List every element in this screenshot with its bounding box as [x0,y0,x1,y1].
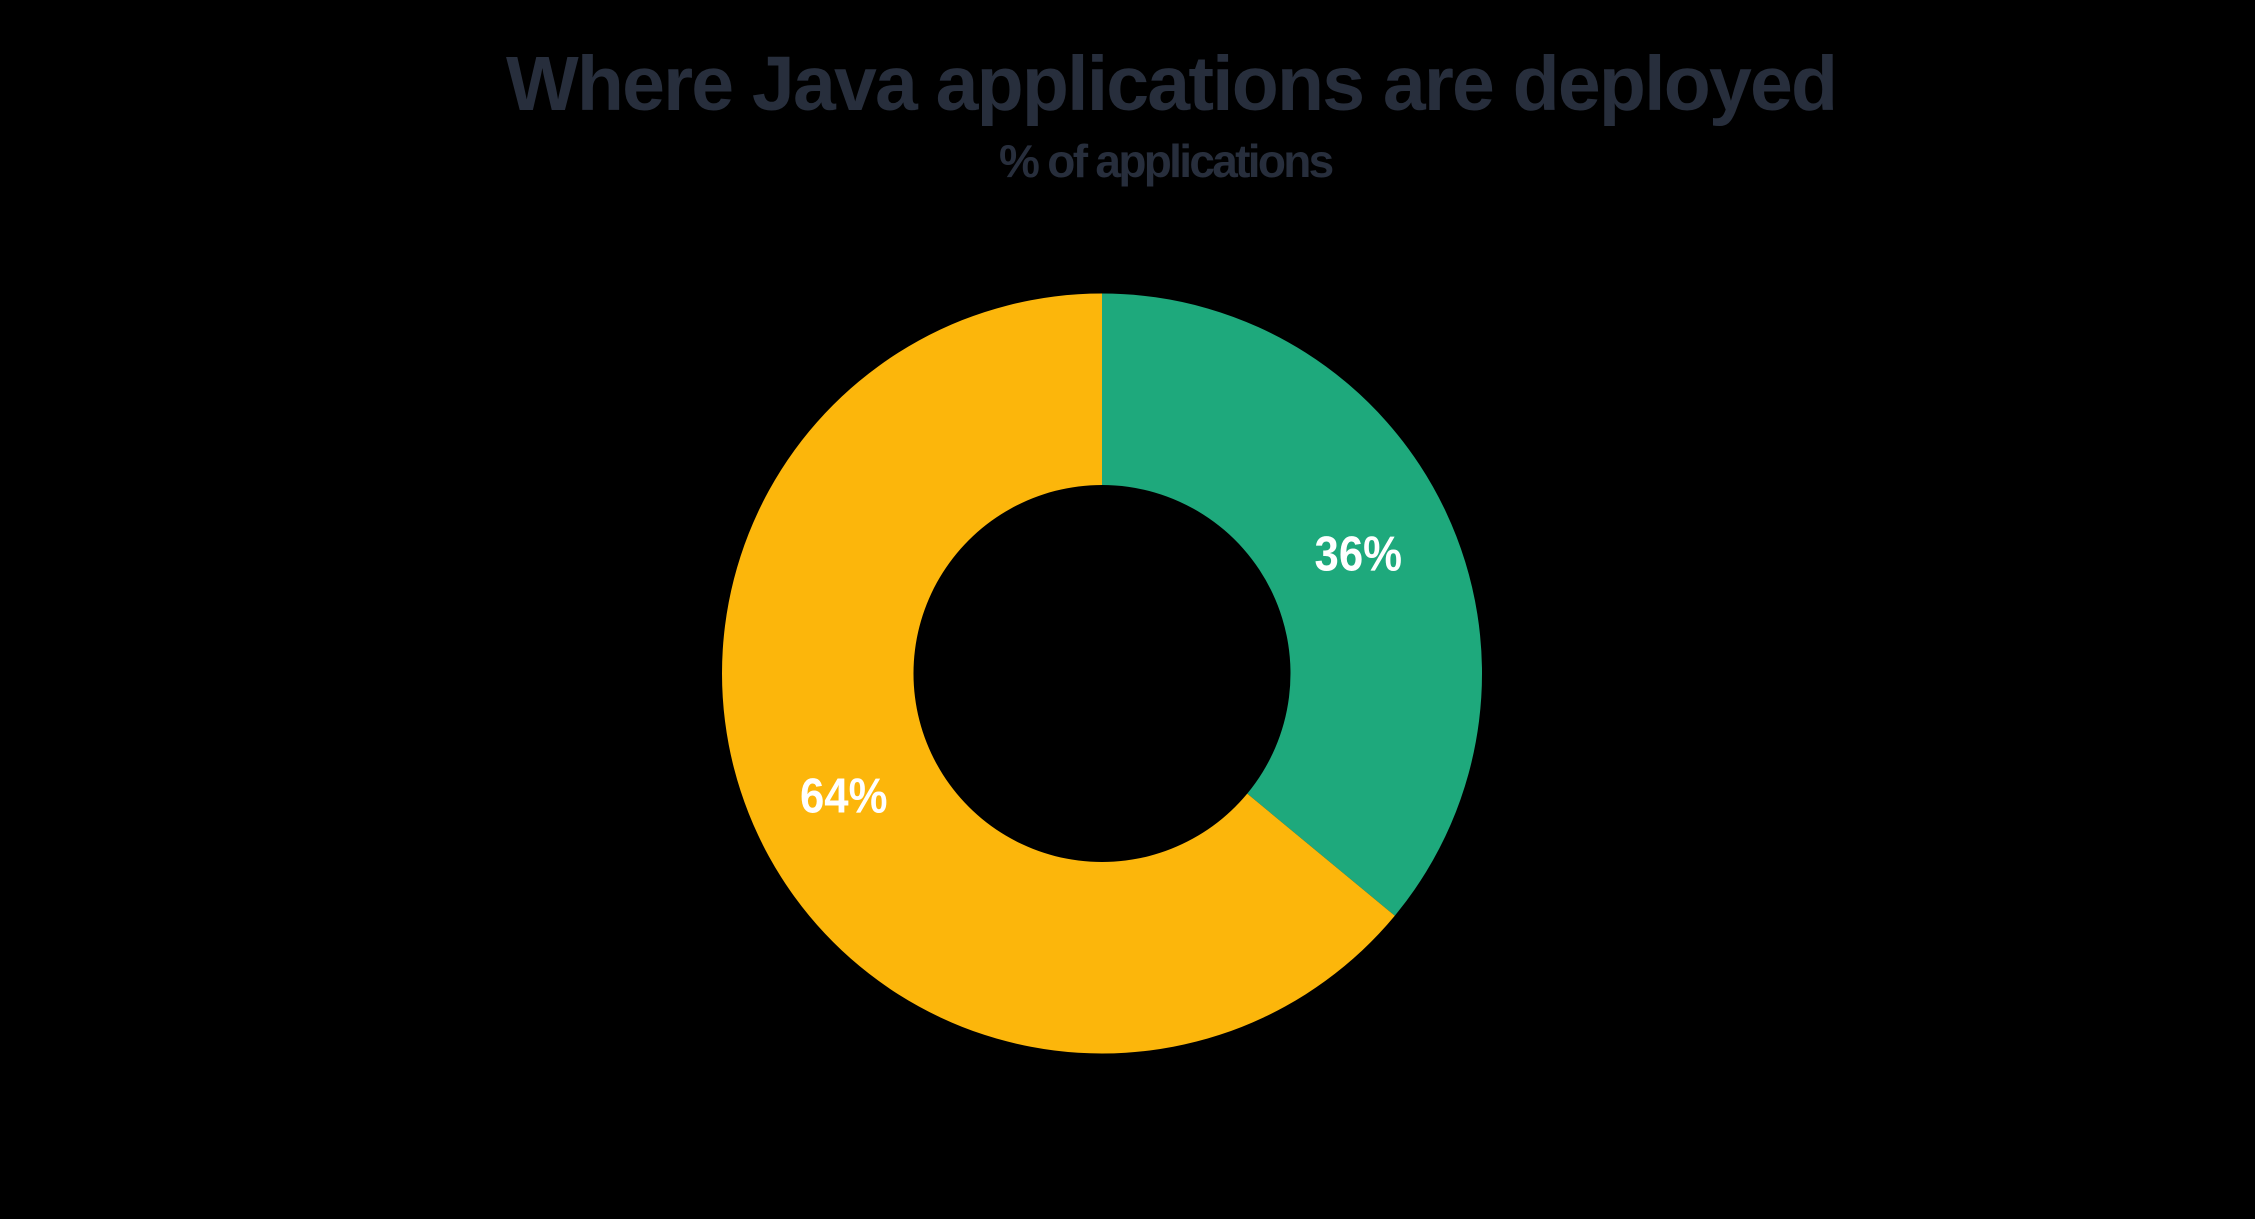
svg-text:36%: 36% [1315,527,1403,581]
svg-text:64%: 64% [800,769,888,823]
